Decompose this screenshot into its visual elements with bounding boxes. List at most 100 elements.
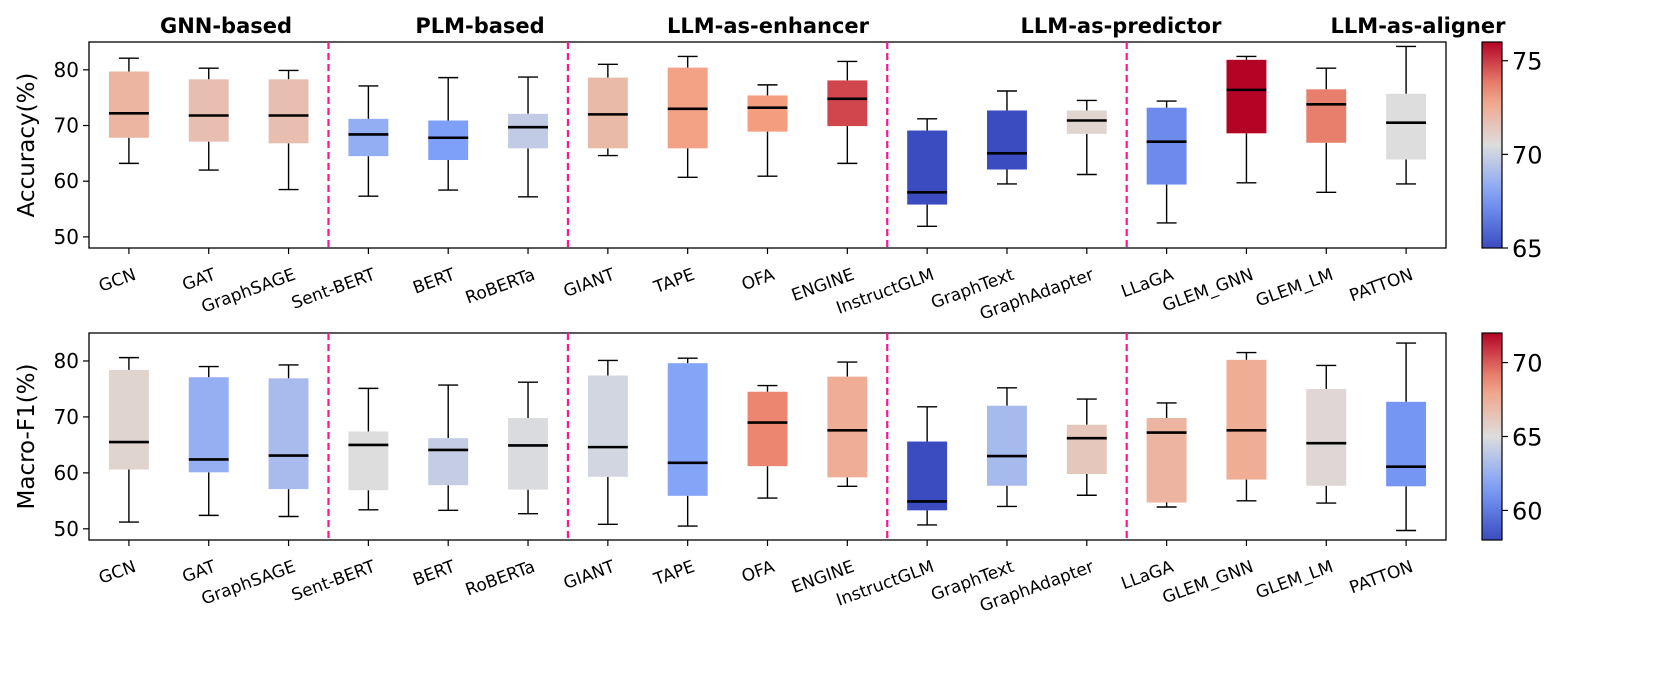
box-body	[587, 375, 628, 477]
box-body	[188, 79, 229, 142]
x-tick-label: PATTON	[1347, 557, 1416, 598]
box-engine	[827, 361, 868, 487]
x-tick-label: GIANT	[561, 265, 618, 302]
colorbar-tick-label: 65	[1512, 424, 1543, 452]
box-engine	[827, 60, 868, 165]
box-body	[268, 79, 309, 144]
box-body	[1066, 110, 1107, 134]
x-tick-label: GLEM_LM	[1253, 265, 1336, 311]
colorbar-tick-label: 75	[1512, 48, 1543, 76]
box-instructglm	[907, 406, 948, 526]
x-tick-label: Sent-BERT	[289, 557, 379, 606]
box-graphadapter	[1066, 99, 1107, 176]
box-body	[428, 120, 469, 161]
box-giant	[587, 63, 628, 157]
x-tick-label: BERT	[410, 265, 458, 299]
box-body	[1066, 424, 1107, 474]
box-body	[827, 376, 868, 478]
box-body	[987, 405, 1027, 486]
group-title-aligner: LLM-as-aligner	[1331, 14, 1507, 38]
y-tick-label: 70	[54, 114, 79, 138]
box-body	[1226, 59, 1267, 134]
box-roberta	[508, 381, 548, 515]
x-tick-label: OFA	[739, 265, 777, 295]
box-glem-gnn	[1226, 351, 1267, 502]
box-glem-lm	[1306, 67, 1347, 194]
colorbar-tick-label: 65	[1512, 235, 1543, 263]
box-body	[747, 391, 788, 467]
y-tick-label: 80	[54, 349, 79, 373]
box-body	[1306, 388, 1347, 486]
x-tick-label: Sent-BERT	[289, 265, 379, 314]
x-tick-label: GIANT	[561, 557, 618, 594]
box-glem-lm	[1306, 364, 1347, 504]
y-tick-label: 50	[54, 517, 79, 541]
box-tape	[667, 55, 708, 178]
colorbar-tick-label: 70	[1512, 350, 1543, 378]
box-body	[508, 418, 548, 490]
box-llaga	[1146, 402, 1187, 508]
box-body	[108, 369, 149, 470]
x-tick-label: GCN	[96, 557, 138, 589]
box-body	[108, 71, 149, 138]
box-gcn	[108, 57, 149, 165]
box-body	[827, 80, 868, 127]
box-body	[1386, 401, 1427, 487]
box-ofa	[747, 84, 788, 177]
x-tick-label: GAT	[180, 557, 219, 588]
x-tick-label: GLEM_GNN	[1160, 557, 1256, 608]
box-graphtext	[987, 387, 1027, 508]
box-body	[348, 431, 389, 491]
box-ofa	[747, 384, 788, 499]
box-graphadapter	[1066, 398, 1107, 496]
box-bert	[428, 76, 469, 191]
box-graphtext	[987, 90, 1027, 185]
box-graphsage	[268, 364, 309, 518]
x-tick-label: GCN	[96, 265, 138, 297]
box-roberta	[508, 76, 548, 198]
x-tick-label: TAPE	[650, 265, 697, 298]
group-titles: GNN-based PLM-based LLM-as-enhancer LLM-…	[160, 14, 1506, 38]
box-patton	[1386, 342, 1427, 532]
box-body	[348, 118, 389, 157]
group-title-enhancer: LLM-as-enhancer	[667, 14, 870, 38]
box-body	[1386, 93, 1427, 160]
x-tick-label: OFA	[739, 557, 777, 587]
x-tick-label: BERT	[410, 557, 458, 591]
y-axis-label: Macro-F1(%)	[14, 364, 40, 510]
box-glem-gnn	[1226, 55, 1267, 184]
x-tick-label: GAT	[180, 265, 219, 296]
x-tick-label: GLEM_LM	[1253, 557, 1336, 603]
colorbar-tick-label: 70	[1512, 141, 1543, 169]
colorbar-tick-label: 60	[1512, 497, 1543, 525]
colorbar	[1481, 41, 1503, 249]
y-tick-label: 60	[54, 461, 79, 485]
box-body	[188, 377, 229, 473]
y-tick-label: 60	[54, 169, 79, 193]
x-tick-label: GLEM_GNN	[1160, 265, 1256, 316]
box-graphsage	[268, 69, 309, 191]
box-bert	[428, 384, 469, 512]
box-llaga	[1146, 100, 1187, 224]
box-body	[1306, 89, 1347, 143]
group-title-gnn: GNN-based	[160, 14, 292, 38]
box-gcn	[108, 356, 149, 523]
box-body	[747, 95, 788, 132]
y-tick-label: 70	[54, 405, 79, 429]
x-tick-label: RoBERTa	[463, 265, 538, 309]
y-axis-label: Accuracy(%)	[14, 73, 40, 218]
box-patton	[1386, 45, 1427, 185]
box-gat	[188, 365, 229, 517]
box-gat	[188, 67, 229, 171]
colorbar	[1481, 332, 1503, 541]
y-tick-label: 80	[54, 58, 79, 82]
box-body	[587, 77, 628, 149]
y-tick-label: 50	[54, 225, 79, 249]
box-body	[987, 110, 1027, 170]
x-tick-label: PATTON	[1347, 265, 1416, 306]
box-sent-bert	[348, 85, 389, 197]
box-body	[508, 113, 548, 149]
